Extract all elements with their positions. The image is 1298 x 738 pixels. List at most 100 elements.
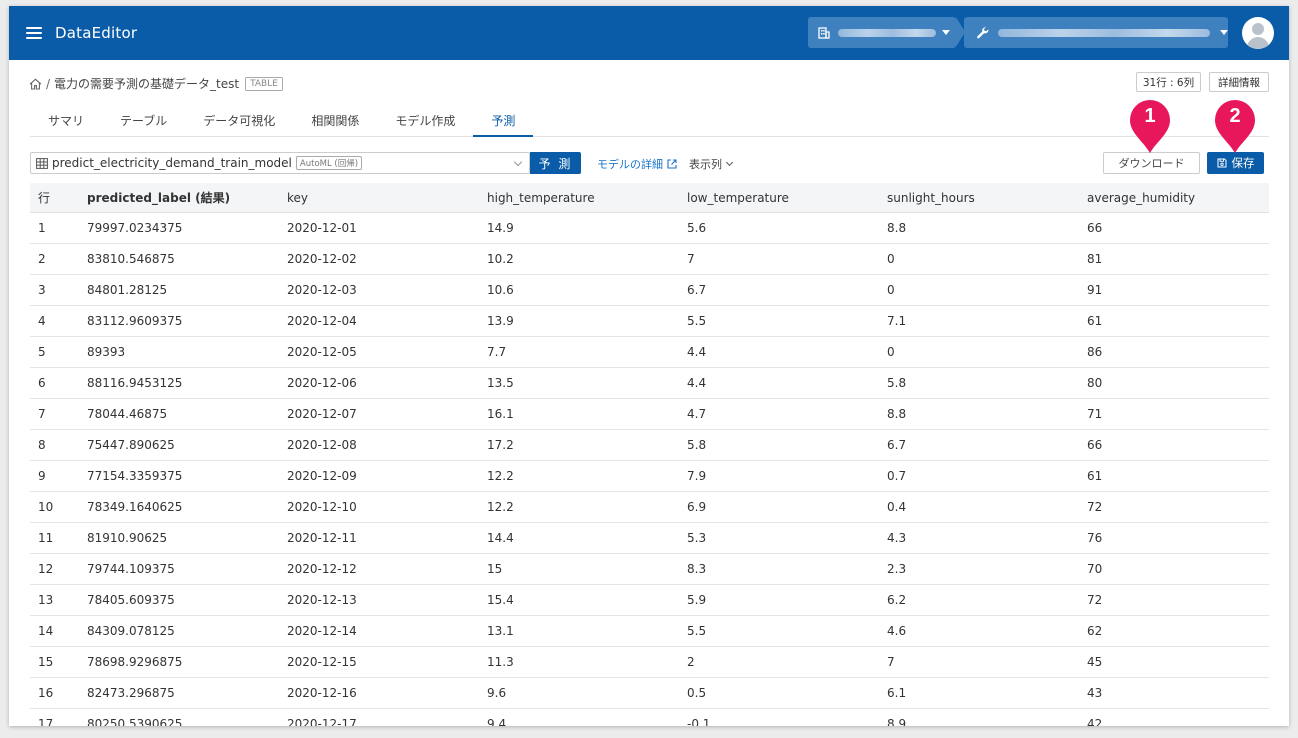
cell-key: 2020-12-07 [287,407,357,421]
breadcrumb-separator: / [46,76,51,91]
cell-row-number: 15 [38,655,54,669]
table-row[interactable]: 1 79997.0234375 2020-12-01 14.9 5.6 8.8 66 [30,213,1269,244]
save-label: 保存 [1231,156,1255,170]
cell-low-temperature: 5.8 [687,438,707,452]
table-row[interactable]: 13 78405.609375 2020-12-13 15.4 5.9 6.2 72 [30,585,1269,616]
chevron-down-icon [513,157,523,167]
cell-high-temperature: 9.4 [487,717,507,726]
table-grid-icon [36,157,48,169]
model-select[interactable]: predict_electricity_demand_train_model A… [30,152,530,174]
column-header-row-number[interactable]: 行 [38,191,51,205]
tab-model-creation[interactable]: モデル作成 [395,114,456,128]
user-avatar[interactable] [1242,17,1274,49]
cell-sunlight-hours: 0 [887,345,895,359]
table-row[interactable]: 3 84801.28125 2020-12-03 10.6 6.7 0 91 [30,275,1269,306]
cell-row-number: 17 [38,717,54,726]
model-detail-link[interactable]: モデルの詳細 [597,156,677,172]
tab-correlation[interactable]: 相関関係 [311,114,360,128]
app-header: DataEditor [9,6,1289,60]
cell-low-temperature: 5.5 [687,624,707,638]
column-header-key[interactable]: key [287,190,309,205]
column-header-average-humidity[interactable]: average_humidity [1087,190,1196,205]
cell-high-temperature: 14.4 [487,531,514,545]
table-row[interactable]: 5 89393 2020-12-05 7.7 4.4 0 86 [30,337,1269,368]
details-button[interactable]: 詳細情報 [1209,72,1269,92]
cell-high-temperature: 7.7 [487,345,507,359]
cell-high-temperature: 13.5 [487,376,514,390]
cell-sunlight-hours: 2.3 [887,562,907,576]
save-button[interactable]: 保存 [1207,152,1264,174]
cell-low-temperature: 6.9 [687,500,707,514]
predict-button[interactable]: 予 測 [530,152,581,174]
tab-prediction[interactable]: 予測 [473,104,534,137]
prediction-table: 行 predicted_label (結果) key high_temperat… [30,183,1269,726]
cell-row-number: 2 [38,252,46,266]
cell-low-temperature: 4.4 [687,376,707,390]
cell-key: 2020-12-04 [287,314,357,328]
table-row[interactable]: 4 83112.9609375 2020-12-04 13.9 5.5 7.1 61 [30,306,1269,337]
cell-key: 2020-12-14 [287,624,357,638]
cell-row-number: 3 [38,283,46,297]
cell-row-number: 14 [38,624,54,638]
cell-average-humidity: 80 [1087,376,1103,390]
tab-visualization[interactable]: データ可視化 [203,114,276,128]
tab-table[interactable]: テーブル [120,114,168,128]
cell-average-humidity: 76 [1087,531,1103,545]
building-icon [818,26,830,39]
home-icon[interactable] [29,77,42,90]
table-row[interactable]: 7 78044.46875 2020-12-07 16.1 4.7 8.8 71 [30,399,1269,430]
table-row[interactable]: 8 75447.890625 2020-12-08 17.2 5.8 6.7 66 [30,430,1269,461]
display-columns-toggle[interactable]: 表示列 [689,156,734,172]
cell-predicted-label: 77154.3359375 [87,469,183,483]
save-icon [1217,158,1226,168]
cell-row-number: 6 [38,376,46,390]
column-header-high-temperature[interactable]: high_temperature [487,190,595,205]
table-row[interactable]: 6 88116.9453125 2020-12-06 13.5 4.4 5.8 80 [30,368,1269,399]
cell-average-humidity: 86 [1087,345,1103,359]
caret-down-icon [1220,30,1228,35]
cell-row-number: 1 [38,221,46,235]
cell-key: 2020-12-05 [287,345,357,359]
table-row[interactable]: 15 78698.9296875 2020-12-15 11.3 2 7 45 [30,647,1269,678]
table-row[interactable]: 14 84309.078125 2020-12-14 13.1 5.5 4.6 62 [30,616,1269,647]
context-separator [956,17,965,47]
table-row[interactable]: 2 83810.546875 2020-12-02 10.2 7 0 81 [30,244,1269,275]
cell-sunlight-hours: 8.8 [887,407,907,421]
cell-key: 2020-12-08 [287,438,357,452]
column-header-low-temperature[interactable]: low_temperature [687,190,789,205]
cell-sunlight-hours: 7.1 [887,314,907,328]
cell-predicted-label: 78698.9296875 [87,655,183,669]
cell-row-number: 16 [38,686,54,700]
table-row[interactable]: 11 81910.90625 2020-12-11 14.4 5.3 4.3 76 [30,523,1269,554]
table-row[interactable]: 10 78349.1640625 2020-12-10 12.2 6.9 0.4 72 [30,492,1269,523]
cell-row-number: 4 [38,314,46,328]
model-type-badge: AutoML (回帰) [295,156,363,170]
cell-low-temperature: 5.9 [687,593,707,607]
cell-key: 2020-12-10 [287,500,357,514]
cell-low-temperature: 4.7 [687,407,707,421]
callout-number: 2 [1229,105,1241,127]
model-name: predict_electricity_demand_train_model [52,156,292,170]
table-row[interactable]: 12 79744.109375 2020-12-12 15 8.3 2.3 70 [30,554,1269,585]
table-row[interactable]: 16 82473.296875 2020-12-16 9.6 0.5 6.1 43 [30,678,1269,709]
project-name-blurred [998,28,1210,37]
cell-high-temperature: 10.6 [487,283,514,297]
cell-high-temperature: 13.9 [487,314,514,328]
column-header-predicted-label[interactable]: predicted_label (結果) [87,191,231,205]
app-title: DataEditor [55,24,138,42]
cell-predicted-label: 78405.609375 [87,593,175,607]
table-row[interactable]: 17 80250.5390625 2020-12-17 9.4 -0.1 8.9 42 [30,709,1269,726]
project-selector[interactable] [964,17,1228,48]
cell-average-humidity: 61 [1087,314,1103,328]
tab-summary[interactable]: サマリ [48,114,85,128]
organization-selector[interactable] [808,17,956,48]
download-button[interactable]: ダウンロード [1103,152,1200,174]
external-link-icon [667,159,677,169]
table-row[interactable]: 9 77154.3359375 2020-12-09 12.2 7.9 0.7 61 [30,461,1269,492]
cell-high-temperature: 13.1 [487,624,514,638]
cell-predicted-label: 79744.109375 [87,562,175,576]
menu-icon[interactable] [26,27,42,39]
column-header-sunlight-hours[interactable]: sunlight_hours [887,190,975,205]
callout-number: 1 [1144,105,1156,127]
cell-row-number: 13 [38,593,54,607]
